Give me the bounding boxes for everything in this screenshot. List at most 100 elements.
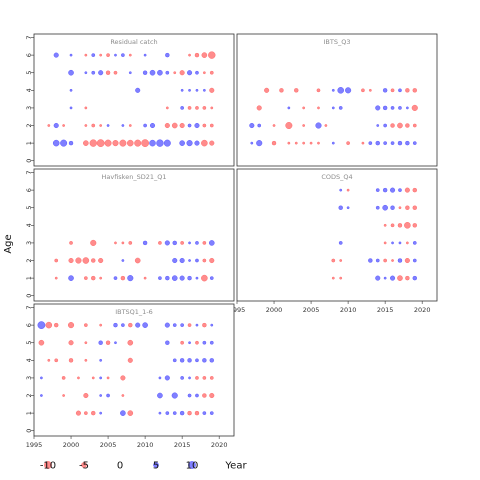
bubble-point [397,223,403,228]
bubble-point [165,52,170,58]
panel-2: IBTS_Q3 [236,33,438,167]
bubble-point [187,393,192,398]
bubble-point [121,124,125,127]
bubble-point [91,410,96,416]
bubble-point [257,123,262,128]
bubble-point [114,241,117,245]
bubble-point [202,71,206,75]
bubble-point [412,123,417,128]
bubble-point [128,53,132,57]
bubble-point [209,123,214,128]
bubble-point [157,392,163,399]
bubble-point [404,187,410,193]
bubble-point [98,70,104,76]
y-tick-label: 3 [25,241,33,245]
bubble-point [128,71,132,75]
bubble-point [202,376,207,380]
bubble-point [272,124,276,127]
bubble-point [187,106,192,110]
bubble-point [194,140,200,146]
bubble-point [99,394,103,397]
bubble-point [84,106,88,110]
panel-1: Residual catch 0 1 2 3 4 5 6 7 [25,33,235,167]
bubble-point [391,259,394,262]
bubble-point [89,139,97,147]
bubble-point [40,394,43,397]
y-tick-label: 2 [25,258,33,262]
legend-label: 5 [153,461,159,472]
bubble-point [195,70,199,75]
bubble-point [83,276,88,280]
bubble-point [149,69,156,76]
bubble-point [91,70,96,75]
bubble-point [171,392,178,399]
bubble-point [53,52,59,58]
bubble-point [202,358,207,363]
bubble-point [294,141,298,145]
bubble-point [390,275,396,281]
bubble-point [172,257,178,264]
bubble-point [121,53,125,57]
bubble-point [339,276,343,280]
bubble-point [412,223,418,228]
bubble-point [405,106,409,110]
bubble-point [105,340,111,345]
panel-title: CODS_Q4 [321,173,352,181]
bubble-point [171,275,178,281]
bubble-point [209,376,214,380]
bubble-point [202,241,207,245]
bubble-point [82,257,90,264]
bubble-point [75,410,81,416]
panel-title: IBTS_Q3 [324,38,351,46]
x-tick-label: 2015 [174,441,191,449]
bubble-point [188,241,191,245]
bubble-point [383,223,387,227]
bubble-point [187,410,192,416]
bubble-point [60,139,68,147]
bubble-point [317,141,320,145]
bubble-point [337,87,344,94]
bubble-point [202,340,207,345]
x-tick-label: 2000 [266,306,283,314]
bubble-point [346,141,350,145]
bubble-point [113,70,118,75]
bubble-point [383,141,388,145]
bubble-point [127,139,134,147]
bubble-point [84,124,88,127]
bubble-point [172,358,177,363]
bubble-point [202,393,207,398]
legend-label: -10 [40,461,56,472]
y-tick-label: 7 [25,305,33,309]
bubble-point [172,411,177,415]
bubble-point [90,239,97,246]
bubble-point [361,88,365,93]
y-tick-label: 1 [25,411,33,415]
panel-frame [236,168,438,302]
y-tick-label: 3 [25,106,33,110]
bubble-point [99,358,103,362]
bubble-point [84,341,88,345]
bubble-point [114,341,117,345]
bubble-point [309,141,313,145]
bubble-point [68,358,74,363]
bubble-point [398,188,402,192]
bubble-point [302,141,306,145]
bubble-point [187,358,192,363]
bubble-point [68,69,74,76]
bubble-point [412,141,417,145]
bubble-point [188,376,191,380]
bubble-point [194,122,200,129]
bubble-point [120,275,126,281]
bubble-point [398,106,402,110]
y-tick-label: 6 [25,188,33,192]
bubble-point [91,258,96,263]
bubble-point [68,340,74,346]
bubble-point [376,124,380,127]
bubble-point [195,323,199,327]
bubble-point [390,141,395,145]
bubble-point [128,322,133,328]
bubble-point [84,71,88,75]
bubble-point [287,106,291,110]
bubble-point [201,274,208,282]
y-tick-label: 7 [25,35,33,39]
